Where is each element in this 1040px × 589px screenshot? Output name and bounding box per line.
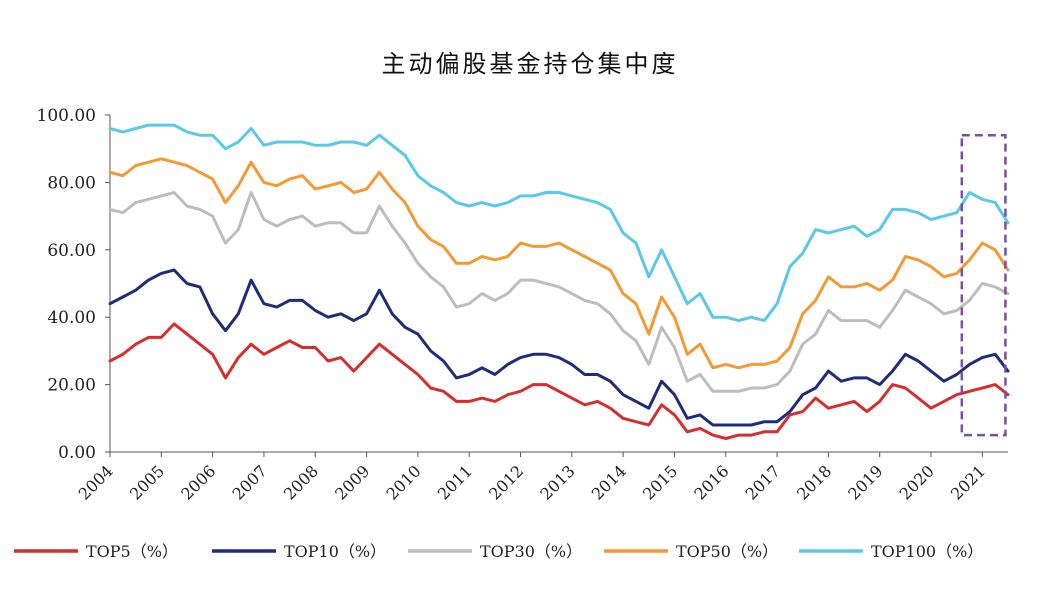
y-tick-label: 100.00 <box>37 106 96 126</box>
y-tick-label: 40.00 <box>47 308 96 328</box>
highlight-box-layer <box>960 133 1007 437</box>
x-tick-label: 2020 <box>896 461 938 503</box>
x-tick-label: 2013 <box>536 461 578 503</box>
x-tick-label: 2012 <box>485 461 527 503</box>
x-tick-label: 2015 <box>639 461 681 503</box>
x-tick-label: 2008 <box>280 461 322 503</box>
series-line-2 <box>108 268 1010 427</box>
x-tick-label: 2011 <box>434 461 476 503</box>
x-tick-label: 2018 <box>793 461 835 503</box>
x-tick-label: 2021 <box>947 461 989 503</box>
series-line-5 <box>108 123 1010 323</box>
x-tick-label: 2007 <box>229 461 271 503</box>
x-tick-label: 2004 <box>75 461 117 503</box>
highlight-box <box>960 133 1007 437</box>
legend-label-2: TOP10（%） <box>284 542 386 561</box>
y-tick-label: 60.00 <box>47 241 96 261</box>
x-tick-label: 2019 <box>844 461 886 503</box>
x-tick-label: 2017 <box>742 461 784 503</box>
legend-label-1: TOP5（%） <box>86 542 178 561</box>
x-tick-label: 2005 <box>126 461 168 503</box>
chart-title: 主动偏股基金持仓集中度 <box>381 50 679 78</box>
series-lines <box>108 123 1010 440</box>
x-tick-label: 2009 <box>331 461 373 503</box>
legend-label-3: TOP30（%） <box>480 542 582 561</box>
x-tick-label: 2016 <box>690 461 732 503</box>
series-line-1 <box>108 322 1010 440</box>
legend: TOP5（%） TOP10（%） TOP30（%） TOP50（%） TOP100（%） <box>14 542 983 561</box>
y-tick-label: 80.00 <box>47 173 96 193</box>
series-line-4 <box>108 157 1010 370</box>
series-line-3 <box>108 191 1010 393</box>
x-tick-label: 2010 <box>382 461 424 503</box>
y-tick-label: 20.00 <box>47 376 96 396</box>
x-tick-label: 2014 <box>588 461 630 503</box>
legend-label-4: TOP50（%） <box>676 542 778 561</box>
y-tick-label: 0.00 <box>58 443 96 463</box>
x-tick-label: 2006 <box>177 461 219 503</box>
legend-label-5: TOP100（%） <box>871 542 983 561</box>
